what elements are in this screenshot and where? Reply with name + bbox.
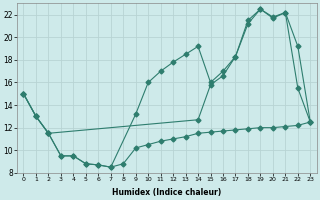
X-axis label: Humidex (Indice chaleur): Humidex (Indice chaleur) <box>112 188 221 197</box>
